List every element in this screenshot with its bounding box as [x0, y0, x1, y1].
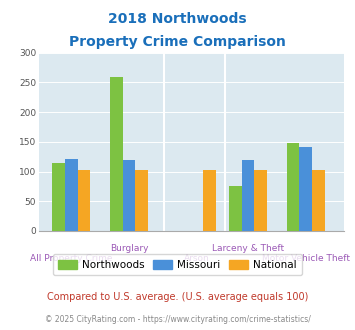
- Text: All Property Crime: All Property Crime: [30, 253, 113, 263]
- Bar: [52, 163, 65, 231]
- Text: Motor Vehicle Theft: Motor Vehicle Theft: [262, 253, 350, 263]
- Legend: Northwoods, Missouri, National: Northwoods, Missouri, National: [53, 254, 302, 275]
- Bar: [299, 147, 312, 231]
- Bar: [122, 160, 136, 231]
- Text: Larceny & Theft: Larceny & Theft: [212, 244, 284, 253]
- Bar: [286, 143, 299, 231]
- Text: Burglary: Burglary: [110, 244, 148, 253]
- Bar: [136, 170, 148, 231]
- Bar: [241, 160, 255, 231]
- Bar: [65, 158, 78, 231]
- Text: © 2025 CityRating.com - https://www.cityrating.com/crime-statistics/: © 2025 CityRating.com - https://www.city…: [45, 315, 310, 324]
- Text: 2018 Northwoods: 2018 Northwoods: [108, 12, 247, 25]
- Bar: [229, 186, 241, 231]
- Bar: [312, 170, 325, 231]
- Bar: [110, 77, 122, 231]
- Text: Compared to U.S. average. (U.S. average equals 100): Compared to U.S. average. (U.S. average …: [47, 292, 308, 302]
- Bar: [203, 170, 216, 231]
- Bar: [255, 170, 267, 231]
- Text: Arson: Arson: [184, 253, 209, 263]
- Text: Property Crime Comparison: Property Crime Comparison: [69, 35, 286, 49]
- Bar: [78, 170, 91, 231]
